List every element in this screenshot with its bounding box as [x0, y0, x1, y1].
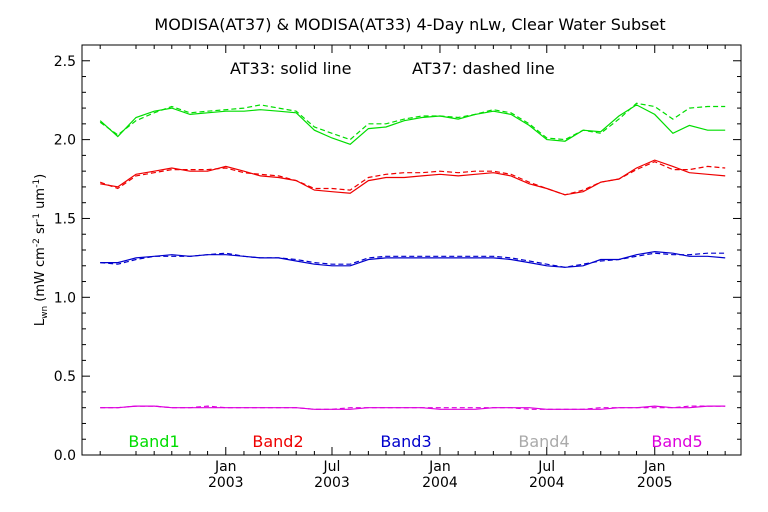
- x-tick-month: Jul: [537, 459, 555, 475]
- y-tick-label: 0.5: [54, 369, 76, 385]
- x-tick-month: Jan: [428, 459, 451, 475]
- band5-dashed-line: [100, 405, 726, 410]
- band2-solid-line: [100, 159, 726, 196]
- x-tick-month: Jan: [214, 459, 237, 475]
- legend: Band1 Band2 Band3 Band4 Band5: [128, 432, 702, 451]
- y-tick-label: 1.0: [54, 290, 76, 306]
- band2-dashed-line: [99, 161, 726, 196]
- chart-title: MODISA(AT37) & MODISA(AT33) 4-Day nLw, C…: [154, 15, 665, 34]
- band1-solid-line: [99, 104, 726, 145]
- legend-band1: Band1: [128, 432, 179, 451]
- y-axis: 0.0 0.5 1.0 1.5 2.0 2.5: [54, 54, 741, 464]
- legend-band3: Band3: [380, 432, 431, 451]
- legend-band4: Band4: [518, 432, 569, 451]
- solid-line-note: AT33: solid line: [230, 59, 351, 78]
- band3-dashed-line: [100, 252, 726, 268]
- x-tick-month: Jul: [323, 459, 341, 475]
- dashed-line-note: AT37: dashed line: [412, 59, 555, 78]
- x-tick-year: 2004: [422, 475, 458, 491]
- y-tick-label: 0.0: [54, 448, 76, 464]
- x-tick-month: Jan: [643, 459, 666, 475]
- x-tick-year: 2004: [529, 475, 565, 491]
- x-tick-year: 2003: [208, 475, 244, 491]
- y-tick-label: 1.5: [54, 211, 76, 227]
- band1-dashed-line: [99, 102, 726, 141]
- series-lines: [99, 102, 726, 410]
- legend-band2: Band2: [252, 432, 303, 451]
- x-tick-year: 2005: [637, 475, 673, 491]
- plot-frame: [81, 44, 742, 456]
- legend-band5: Band5: [651, 432, 702, 451]
- y-axis-label: Lwn (mW cm-2 sr-1 um-1): [32, 174, 50, 326]
- x-tick-year: 2003: [314, 475, 350, 491]
- y-tick-label: 2.5: [54, 54, 76, 70]
- band3-solid-line: [100, 250, 726, 268]
- y-tick-label: 2.0: [54, 133, 76, 149]
